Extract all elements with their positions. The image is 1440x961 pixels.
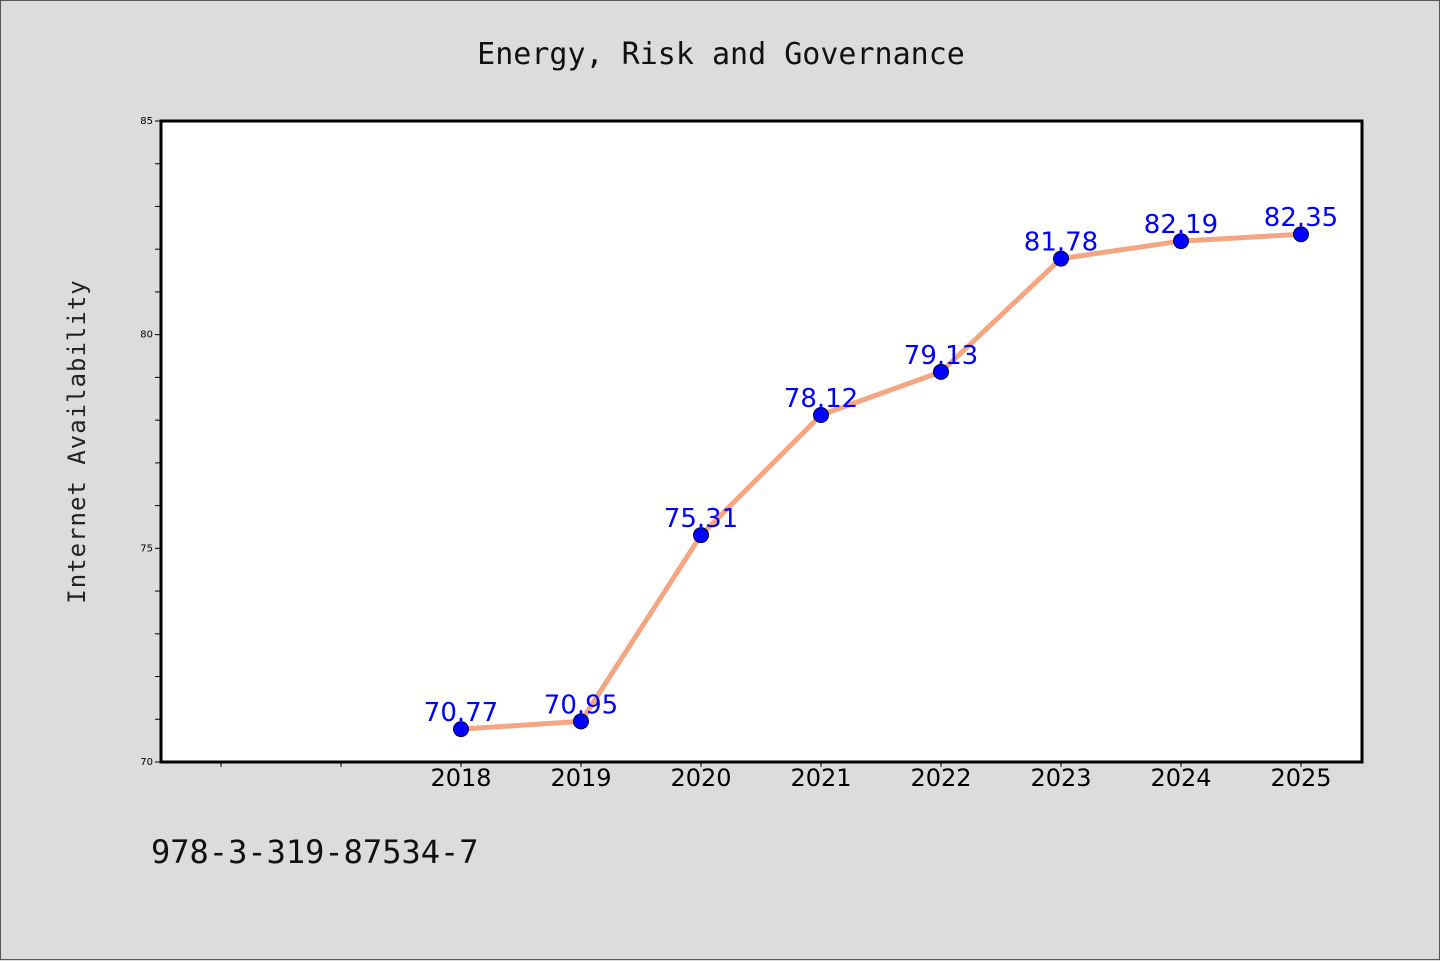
data-point: [1293, 226, 1309, 243]
plot-area: [159, 119, 1364, 764]
y-axis-label: Internet Availability: [63, 279, 91, 603]
data-label: 82.35: [1264, 203, 1338, 233]
data-label: 70.77: [424, 698, 498, 728]
y-tick-label: 75: [140, 543, 153, 554]
data-point: [813, 407, 829, 424]
y-tick-label: 70: [140, 757, 153, 768]
data-point: [453, 721, 469, 738]
x-tick-label: 2024: [1150, 764, 1211, 792]
x-tick-label: 2019: [550, 764, 611, 792]
x-tick-label: 2020: [670, 764, 731, 792]
x-tick-label: 2023: [1030, 764, 1091, 792]
x-tick-label: 2018: [430, 764, 491, 792]
marks-layer: 70 75 80 85 2018 2019 2020 2021 2022 2023 2024 2025…: [140, 116, 1338, 792]
data-point: [1173, 233, 1189, 250]
data-label: 75.31: [664, 504, 738, 534]
data-point: [693, 527, 709, 544]
data-label: 82.19: [1144, 210, 1218, 240]
series-line: [458, 231, 1304, 732]
chart-title: Energy, Risk and Governance: [477, 37, 965, 72]
x-tick-label: 2021: [790, 764, 851, 792]
y-tick-label: 80: [140, 330, 153, 341]
data-label: 81.78: [1024, 228, 1098, 258]
data-label: 78.12: [784, 384, 858, 414]
data-label: 70.95: [544, 690, 618, 720]
isbn-text: 978-3-319-87534-7: [151, 833, 479, 871]
data-point: [933, 363, 949, 380]
data-point: [1053, 250, 1069, 267]
x-tick-label: 2025: [1270, 764, 1331, 792]
y-tick-label: 85: [140, 116, 153, 127]
x-tick-label: 2022: [910, 764, 971, 792]
data-point: [573, 713, 589, 730]
data-label: 79.13: [904, 341, 978, 371]
